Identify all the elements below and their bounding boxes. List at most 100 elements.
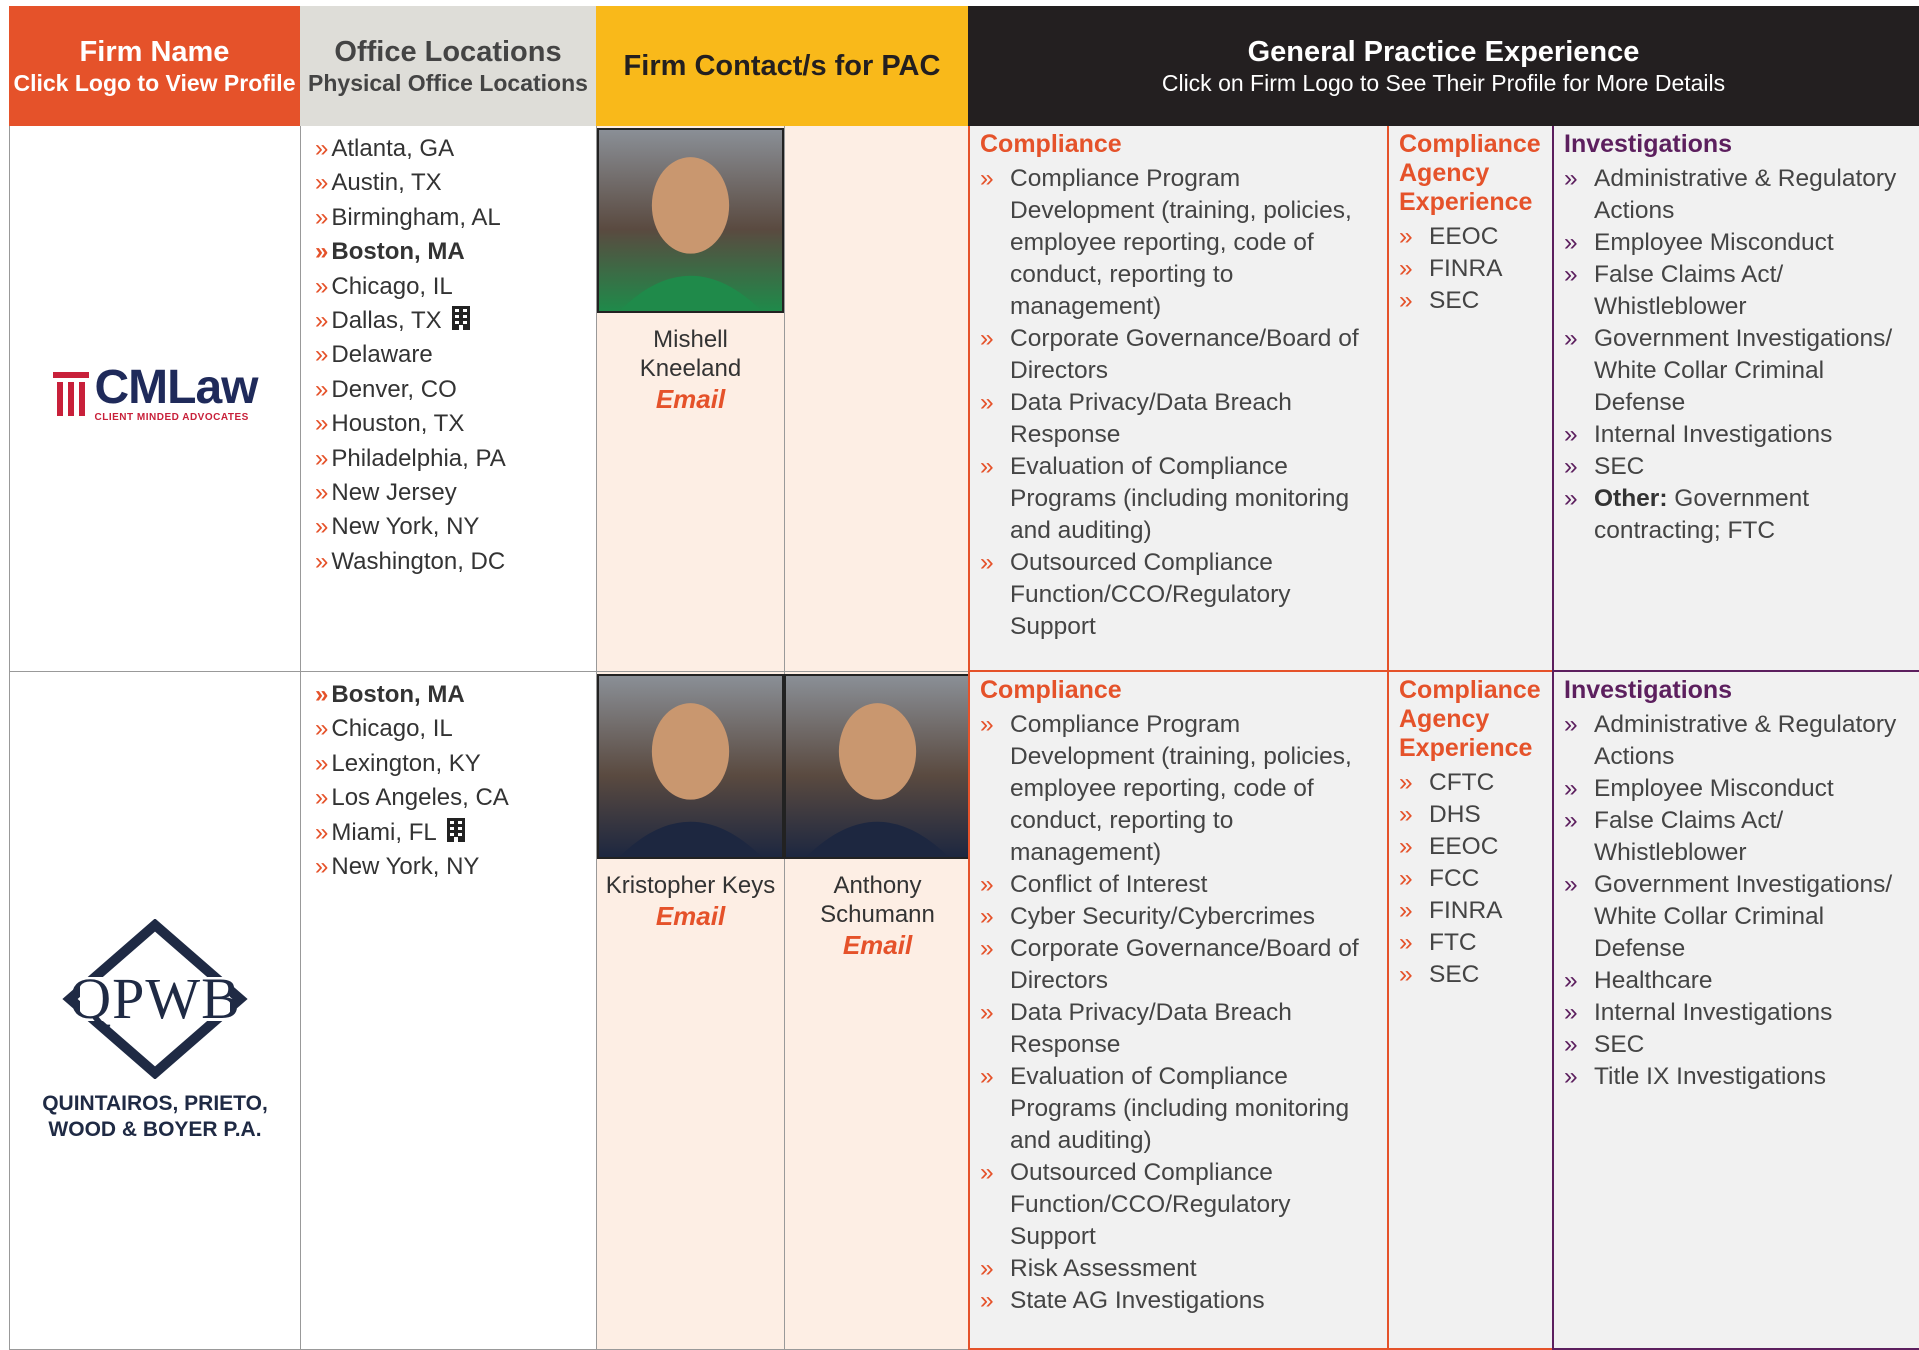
firm-logo[interactable]: CMLaw CLIENT MINDED ADVOCATES bbox=[52, 361, 259, 424]
practice-item: Data Privacy/Data Breach Response bbox=[980, 387, 1379, 451]
practice-item: Administrative & Regulatory Actions bbox=[1564, 709, 1911, 773]
investigations-cell: Investigations Administrative & Regulator… bbox=[1552, 126, 1919, 672]
header-subtitle: Click Logo to View Profile bbox=[13, 70, 296, 96]
practice-item: Cyber Security/Cybercrimes bbox=[980, 901, 1379, 933]
office-name: Houston, TX bbox=[331, 410, 465, 438]
practice-item: EEOC bbox=[1399, 831, 1544, 863]
practice-item: Administrative & Regulatory Actions bbox=[1564, 163, 1911, 227]
practice-item: Internal Investigations bbox=[1564, 419, 1911, 451]
compliance-cell: Compliance Compliance Program Development… bbox=[968, 126, 1387, 672]
contact: Anthony Schumann Email bbox=[784, 672, 968, 961]
office-location: Boston, MA bbox=[315, 235, 596, 269]
practice-item: DHS bbox=[1399, 799, 1544, 831]
practice-item: FCC bbox=[1399, 863, 1544, 895]
contact-name: Anthony Schumann bbox=[820, 872, 935, 928]
contact-photo bbox=[597, 128, 784, 313]
logo-tagline: CLIENT MINDED ADVOCATES bbox=[94, 412, 249, 423]
office-name: New York, NY bbox=[331, 853, 480, 881]
office-location: Dallas, TX bbox=[315, 304, 596, 338]
practice-item: Corporate Governance/Board of Directors bbox=[980, 933, 1379, 997]
investigations-cell: Investigations Administrative & Regulator… bbox=[1552, 672, 1919, 1350]
main-office-icon bbox=[437, 817, 467, 846]
practice-item: Healthcare bbox=[1564, 965, 1911, 997]
office-location: Atlanta, GA bbox=[315, 132, 596, 166]
agency-title: Compliance Agency Experience bbox=[1399, 676, 1541, 762]
office-location: Los Angeles, CA bbox=[315, 781, 596, 815]
header-offices: Office Locations Physical Office Location… bbox=[300, 6, 596, 126]
office-location: New Jersey bbox=[315, 476, 596, 510]
agency-cell: Compliance Agency ExperienceEEOCFINRASEC bbox=[1387, 126, 1552, 672]
office-location: Houston, TX bbox=[315, 407, 596, 441]
practice-item: FTC bbox=[1399, 927, 1544, 959]
item-label: Other: bbox=[1594, 485, 1668, 512]
practice-item: CFTC bbox=[1399, 767, 1544, 799]
office-location: Chicago, IL bbox=[315, 712, 596, 746]
agency-title: Compliance Agency Experience bbox=[1399, 130, 1541, 216]
logo-name: CMLaw bbox=[94, 361, 259, 414]
header-subtitle: Click on Firm Logo to See Their Profile … bbox=[1161, 70, 1726, 96]
contact-email-link[interactable]: Email bbox=[655, 384, 726, 414]
header-title: Office Locations bbox=[334, 36, 562, 68]
contact: Mishell Kneeland Email bbox=[597, 126, 784, 415]
practice-item: Evaluation of Compliance Programs (inclu… bbox=[980, 1061, 1379, 1157]
practice-item: Other: Government contracting; FTC bbox=[1564, 483, 1911, 547]
practice-item: Compliance Program Development (training… bbox=[980, 709, 1379, 869]
practice-item: FINRA bbox=[1399, 253, 1544, 285]
contact-name: Mishell Kneeland bbox=[639, 326, 742, 382]
practice-item: Corporate Governance/Board of Directors bbox=[980, 323, 1379, 387]
office-location: Washington, DC bbox=[315, 545, 596, 579]
contact: Kristopher Keys Email bbox=[597, 672, 784, 932]
office-name: Washington, DC bbox=[331, 547, 506, 575]
office-location: Boston, MA bbox=[315, 678, 596, 712]
office-name: Denver, CO bbox=[331, 375, 457, 403]
contact-cell: Kristopher Keys Email Anthony Schumann Emai… bbox=[596, 672, 968, 1350]
office-name: Los Angeles, CA bbox=[331, 784, 509, 812]
office-location: Delaware bbox=[315, 338, 596, 372]
header-firm: Firm Name Click Logo to View Profile bbox=[9, 6, 300, 126]
header-title: Firm Name bbox=[79, 36, 230, 68]
practice-item: SEC bbox=[1399, 285, 1544, 317]
agency-list: EEOCFINRASEC bbox=[1399, 221, 1544, 317]
practice-item: Title IX Investigations bbox=[1564, 1061, 1911, 1093]
practice-item: SEC bbox=[1564, 451, 1911, 483]
logo-name: QPWB bbox=[69, 966, 241, 1031]
compliance-cell: Compliance Compliance Program Development… bbox=[968, 672, 1387, 1350]
contact-email-link[interactable]: Email bbox=[842, 930, 913, 960]
item-text: Government contracting; FTC bbox=[1594, 485, 1810, 544]
logo-diamond: QPWB bbox=[60, 918, 250, 1079]
practice-item: SEC bbox=[1564, 1029, 1911, 1061]
office-name: Birmingham, AL bbox=[331, 203, 501, 231]
office-cell: Boston, MA Chicago, IL Lexington, KY Los An… bbox=[300, 672, 596, 1350]
office-name: Chicago, IL bbox=[331, 272, 453, 300]
practice-item: Internal Investigations bbox=[1564, 997, 1911, 1029]
practice-item: State AG Investigations bbox=[980, 1285, 1379, 1317]
contact-name: Kristopher Keys bbox=[605, 872, 776, 899]
investigations-list: Administrative & Regulatory ActionsEmplo… bbox=[1564, 709, 1911, 1093]
main-office-icon bbox=[442, 306, 472, 334]
contact-photo bbox=[784, 674, 968, 859]
practice-item: Outsourced Compliance Function/CCO/Regul… bbox=[980, 1157, 1379, 1253]
firm-logo[interactable]: QPWB QUINTAIROS, PRIETO, WOOD & BOYER P.A… bbox=[25, 918, 285, 1143]
office-location: Birmingham, AL bbox=[315, 201, 596, 235]
contact-email-link[interactable]: Email bbox=[655, 901, 726, 931]
office-name: Boston, MA bbox=[331, 681, 465, 708]
compliance-list: Compliance Program Development (training… bbox=[980, 709, 1379, 1317]
compliance-title: Compliance bbox=[980, 130, 1122, 158]
investigations-title: Investigations bbox=[1564, 676, 1733, 704]
office-location: New York, NY bbox=[315, 510, 596, 544]
office-name: Lexington, KY bbox=[331, 749, 481, 777]
logo-text: CMLaw CLIENT MINDED ADVOCATES bbox=[94, 361, 259, 424]
investigations-list: Administrative & Regulatory ActionsEmplo… bbox=[1564, 163, 1911, 547]
office-name: Philadelphia, PA bbox=[331, 444, 506, 472]
practice-item: False Claims Act/ Whistleblower bbox=[1564, 259, 1911, 323]
practice-item: FINRA bbox=[1399, 895, 1544, 927]
office-name: Miami, FL bbox=[331, 818, 437, 846]
office-location: Philadelphia, PA bbox=[315, 442, 596, 476]
practice-item: Risk Assessment bbox=[980, 1253, 1379, 1285]
practice-item: Employee Misconduct bbox=[1564, 227, 1911, 259]
agency-list: CFTCDHSEEOCFCCFINRAFTCSEC bbox=[1399, 767, 1544, 991]
office-name: Boston, MA bbox=[331, 238, 465, 266]
compliance-title: Compliance bbox=[980, 676, 1122, 704]
office-name: Atlanta, GA bbox=[331, 135, 455, 162]
